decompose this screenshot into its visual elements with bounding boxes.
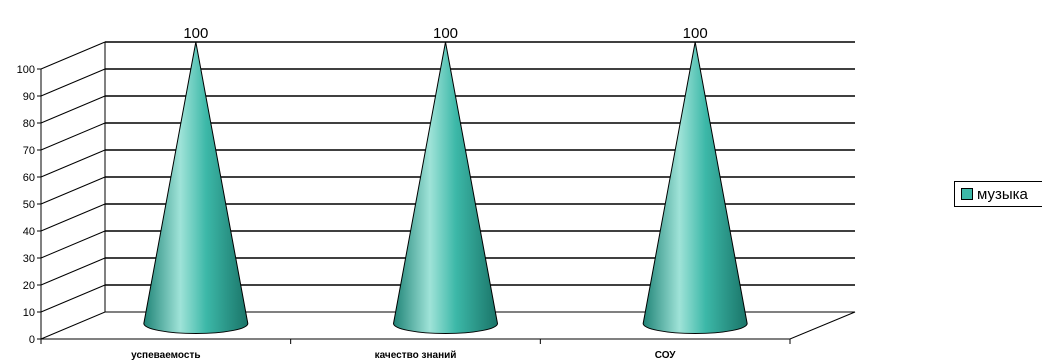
gridline-wall [40, 257, 106, 286]
y-tick-labels: 0 10 20 30 40 50 60 70 80 90 100 [17, 64, 35, 346]
cone [143, 41, 249, 334]
y-tick-label: 100 [17, 64, 35, 76]
y-tick-label: 50 [23, 199, 35, 211]
y-tick-label: 90 [23, 91, 35, 103]
data-labels: 100 100 100 [183, 25, 707, 42]
cone-body [392, 41, 499, 334]
data-label: 100 [683, 25, 708, 42]
legend-swatch [961, 188, 973, 200]
category-label: успеваемость [131, 350, 200, 361]
legend: музыка [954, 181, 1042, 207]
y-tick-label: 70 [23, 145, 35, 157]
gridline-wall [40, 230, 106, 259]
y-tick-label: 30 [23, 253, 35, 265]
gridline-wall [40, 203, 106, 232]
category-label: СОУ [655, 350, 677, 361]
cone [642, 41, 748, 334]
cone [392, 41, 499, 334]
legend-label: музыка [977, 185, 1028, 203]
gridline-wall [40, 284, 106, 313]
gridline-wall [40, 41, 106, 70]
gridline-wall [40, 149, 106, 178]
y-tick-label: 20 [23, 280, 35, 292]
y-tick-label: 0 [29, 334, 35, 346]
data-label: 100 [433, 25, 458, 42]
data-label: 100 [183, 25, 208, 42]
y-tick-label: 10 [23, 307, 35, 319]
cone-body [642, 41, 748, 334]
category-labels: успеваемость качество знаний СОУ [131, 350, 676, 361]
axes [37, 42, 791, 344]
gridline-wall [40, 122, 106, 151]
cones [143, 41, 748, 334]
y-tick-label: 80 [23, 118, 35, 130]
y-tick-label: 40 [23, 226, 35, 238]
gridline-wall [40, 95, 106, 124]
y-tick-label: 60 [23, 172, 35, 184]
gridline-wall [40, 176, 106, 205]
gridline-wall [40, 68, 106, 97]
cone-body [143, 41, 249, 334]
category-label: качество знаний [375, 350, 457, 361]
